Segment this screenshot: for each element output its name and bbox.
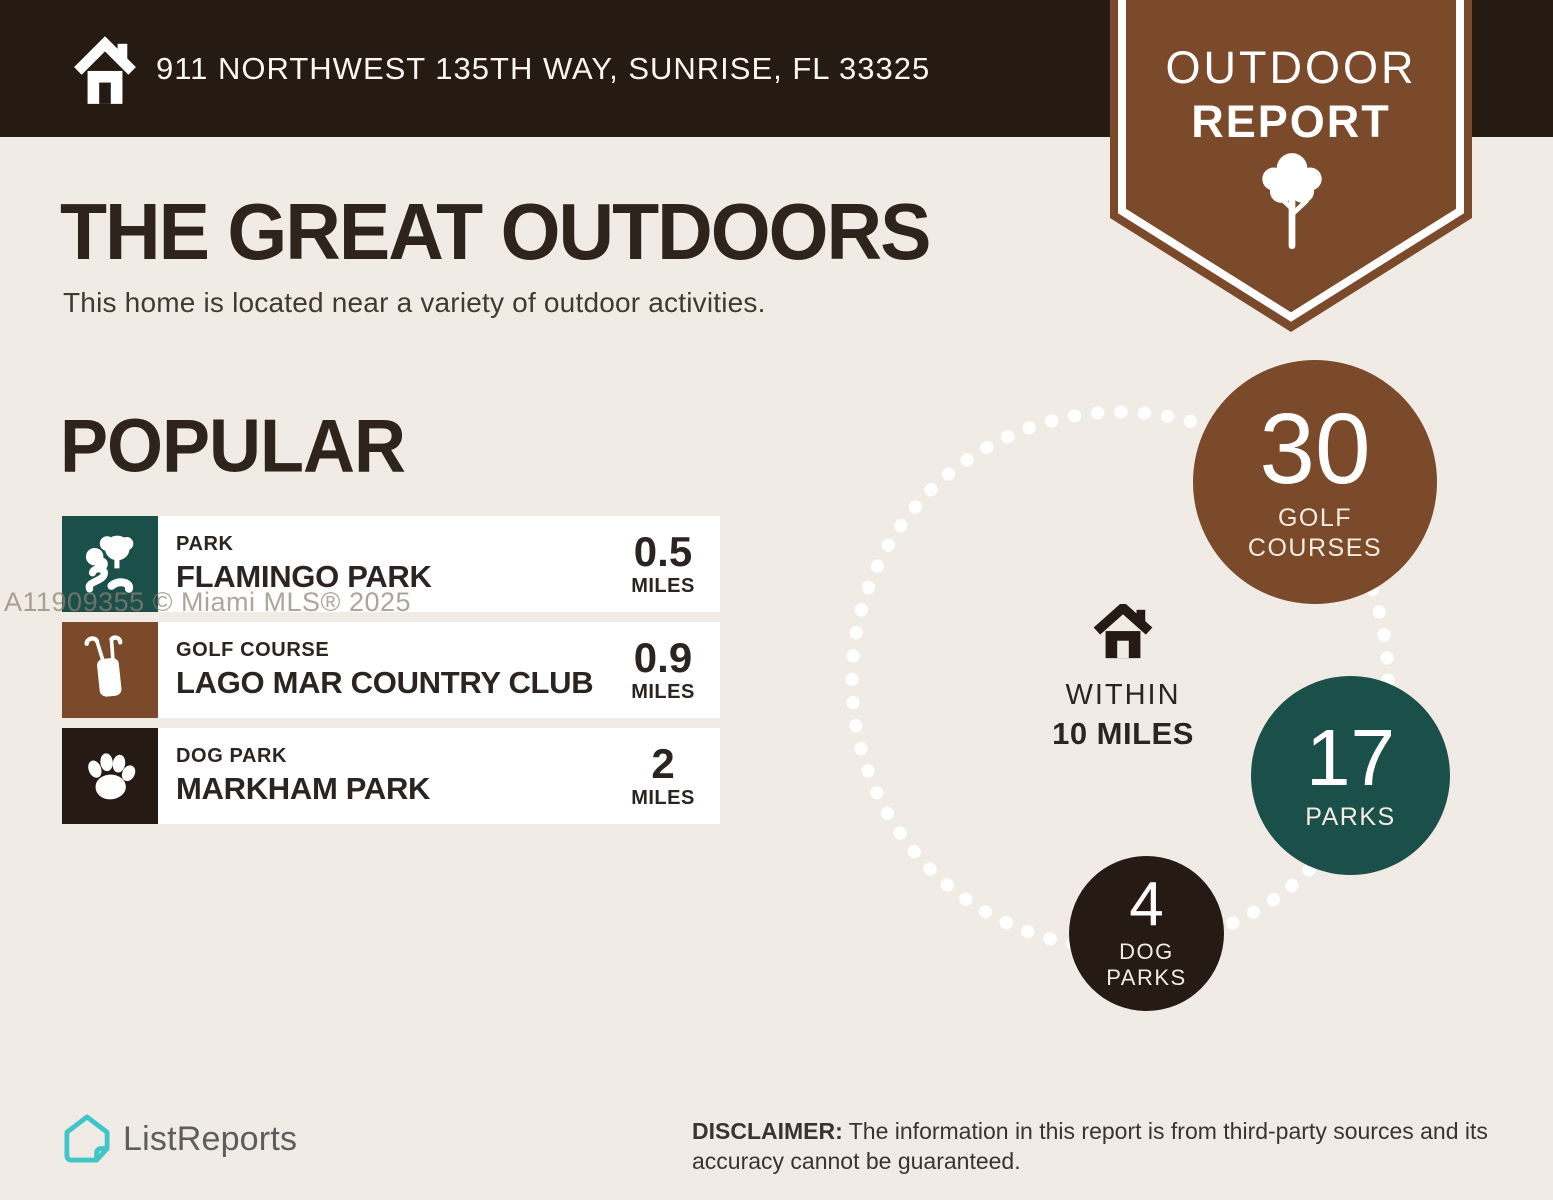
distance-value: 0.5	[633, 527, 693, 575]
radius-label: 10 MILES	[1052, 716, 1194, 751]
list-item-body: PARK FLAMINGO PARK 0.5 MILES	[158, 516, 720, 612]
distance-unit: MILES	[631, 680, 695, 703]
list-item-category: DOG PARK	[176, 745, 288, 767]
home-icon	[74, 32, 136, 111]
list-item-dog-park: DOG PARK MARKHAM PARK 2 MILES	[62, 728, 720, 824]
golf-bag-icon	[62, 622, 158, 718]
distance-unit: MILES	[631, 574, 695, 597]
disclaimer-text: The information in this report is from t…	[692, 1118, 1488, 1175]
listreports-house-icon	[64, 1114, 110, 1163]
list-item-park: PARK FLAMINGO PARK 0.5 MILES	[62, 516, 720, 612]
list-item-name: FLAMINGO PARK	[176, 559, 432, 594]
list-item-body: GOLF COURSE LAGO MAR COUNTRY CLUB 0.9 MI…	[158, 622, 720, 718]
radius-center: WITHIN 10 MILES	[1020, 601, 1226, 752]
list-item-distance: 0.5 MILES	[626, 527, 700, 598]
list-item-name: MARKHAM PARK	[176, 771, 431, 806]
house-icon	[1093, 601, 1153, 659]
list-item-body: DOG PARK MARKHAM PARK 2 MILES	[158, 728, 720, 824]
outdoor-report-ribbon: OUTDOOR REPORT	[1110, 0, 1472, 334]
brand-name: ListReports	[123, 1119, 298, 1158]
stat-golf-courses: 30 GOLF COURSES	[1193, 360, 1437, 604]
list-item-category: GOLF COURSE	[176, 639, 330, 661]
page-title: THE GREAT OUTDOORS	[60, 187, 931, 277]
disclaimer-label: DISCLAIMER:	[692, 1118, 843, 1144]
popular-list: PARK FLAMINGO PARK 0.5 MILES	[62, 516, 720, 834]
page-subtitle: This home is located near a variety of o…	[63, 287, 766, 318]
mls-watermark: A11909355 © Miami MLS® 2025	[4, 587, 412, 617]
within-label: WITHIN	[1065, 679, 1181, 711]
stat-value: 4	[1129, 869, 1164, 939]
popular-section-title: POPULAR	[60, 405, 406, 489]
ribbon-title: OUTDOOR REPORT	[1110, 42, 1472, 148]
list-item-distance: 2 MILES	[626, 739, 700, 810]
stat-value: 17	[1306, 712, 1395, 802]
stat-parks: 17 PARKS	[1251, 676, 1450, 875]
tree-icon	[1246, 146, 1338, 256]
distance-unit: MILES	[631, 786, 695, 809]
paw-icon	[62, 728, 158, 824]
stat-dog-parks: 4 DOG PARKS	[1069, 856, 1224, 1011]
stat-label: PARKS	[1305, 802, 1396, 831]
listreports-logo: ListReports	[64, 1114, 297, 1164]
distance-value: 0.9	[633, 633, 693, 681]
stat-value: 30	[1259, 392, 1371, 505]
park-trees-icon	[62, 516, 158, 612]
stat-label: GOLF COURSES	[1247, 503, 1383, 562]
list-item-name: LAGO MAR COUNTRY CLUB	[176, 665, 594, 700]
distance-value: 2	[651, 739, 675, 787]
disclaimer: DISCLAIMER: The information in this repo…	[692, 1116, 1502, 1177]
ribbon-line1: OUTDOOR	[1165, 42, 1417, 93]
list-item-category: PARK	[176, 533, 234, 555]
list-item-golf-course: GOLF COURSE LAGO MAR COUNTRY CLUB 0.9 MI…	[62, 622, 720, 718]
ribbon-line2: REPORT	[1191, 96, 1391, 147]
property-address: 911 NORTHWEST 135TH WAY, SUNRISE, FL 333…	[156, 50, 931, 86]
list-item-distance: 0.9 MILES	[626, 633, 700, 704]
stat-label: DOG PARKS	[1106, 938, 1187, 990]
